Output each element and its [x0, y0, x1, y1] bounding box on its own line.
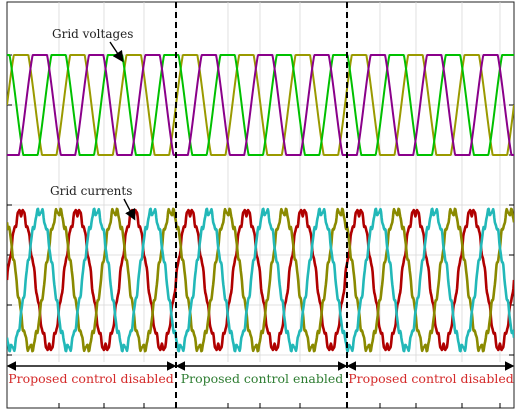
voltages-trace-3	[7, 54, 514, 156]
current-panel	[7, 207, 514, 353]
region-label-3: Proposed control disabled	[348, 371, 514, 386]
currents-trace-2	[7, 207, 514, 353]
region-label-1: Proposed control disabled	[8, 371, 174, 386]
currents-annotation: Grid currents	[50, 184, 132, 198]
currents-trace-3	[7, 207, 514, 353]
currents-annotation-arrow	[123, 198, 136, 221]
currents-trace-1	[7, 208, 514, 352]
voltages-trace-1	[7, 54, 514, 156]
voltages-trace-2	[7, 54, 514, 156]
region-label-2: Proposed control enabled	[181, 371, 344, 386]
voltages-annotation-arrow	[109, 41, 124, 63]
voltages-annotation: Grid voltages	[52, 27, 133, 41]
voltage-panel	[7, 54, 514, 156]
